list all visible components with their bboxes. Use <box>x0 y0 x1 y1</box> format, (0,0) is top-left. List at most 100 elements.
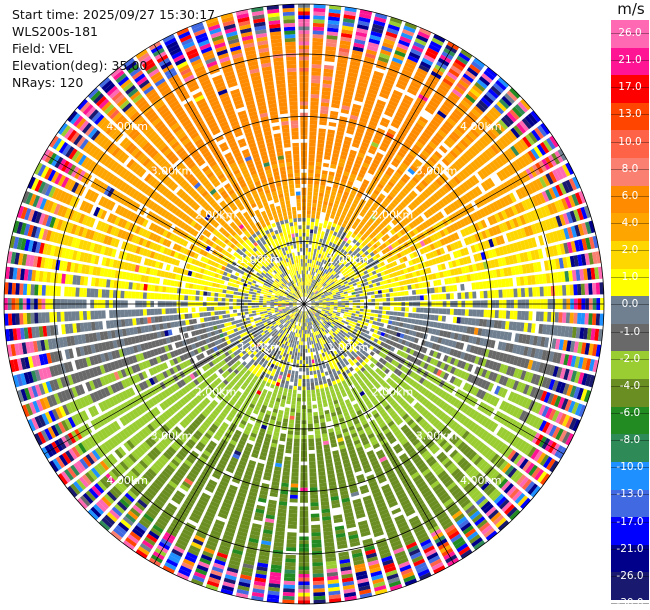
velocity-gate <box>292 393 297 398</box>
velocity-gate <box>354 288 359 292</box>
velocity-gate <box>370 81 381 88</box>
velocity-gate <box>510 145 520 157</box>
velocity-gate <box>509 288 514 298</box>
velocity-gate <box>410 265 416 272</box>
velocity-gate <box>467 236 474 245</box>
velocity-gate <box>398 179 406 187</box>
velocity-gate <box>433 166 442 175</box>
velocity-gate <box>517 288 522 298</box>
velocity-gate <box>353 199 359 205</box>
velocity-gate <box>347 71 358 78</box>
velocity-gate <box>475 210 483 219</box>
velocity-gate <box>313 588 325 593</box>
velocity-gate <box>362 138 371 145</box>
velocity-gate <box>317 135 326 141</box>
velocity-gate <box>320 293 325 296</box>
velocity-gate <box>318 299 323 302</box>
velocity-gate <box>584 253 591 266</box>
velocity-gate <box>425 219 432 227</box>
velocity-gate <box>340 36 352 42</box>
velocity-gate <box>357 124 366 131</box>
velocity-gate <box>516 241 523 252</box>
velocity-gate <box>402 323 408 328</box>
velocity-gate <box>335 274 340 279</box>
velocity-gate <box>324 151 332 157</box>
velocity-gate <box>305 285 307 290</box>
velocity-gate <box>498 137 509 148</box>
velocity-gate <box>392 331 398 336</box>
velocity-gate <box>372 255 378 261</box>
velocity-gate <box>360 113 370 120</box>
velocity-gate <box>516 276 521 286</box>
velocity-gate <box>438 293 443 300</box>
velocity-gate <box>420 61 432 70</box>
velocity-gate <box>374 290 379 295</box>
velocity-gate <box>366 45 379 52</box>
velocity-gate <box>551 186 560 198</box>
velocity-gate <box>290 377 294 383</box>
velocity-gate <box>306 293 309 298</box>
velocity-gate <box>534 249 540 260</box>
velocity-gate <box>380 213 387 220</box>
velocity-gate <box>314 245 318 250</box>
velocity-gate <box>492 201 500 211</box>
velocity-gate <box>346 239 352 245</box>
velocity-gate <box>351 202 358 209</box>
velocity-gate <box>310 513 320 518</box>
velocity-gate <box>556 229 563 242</box>
velocity-gate <box>539 286 544 297</box>
velocity-gate <box>540 122 551 135</box>
velocity-gate <box>385 310 390 315</box>
velocity-gate <box>328 121 337 127</box>
velocity-gate <box>318 306 323 308</box>
velocity-gate <box>420 275 426 282</box>
velocity-gate <box>538 323 544 334</box>
velocity-gate <box>316 354 320 359</box>
velocity-gate <box>518 156 527 168</box>
velocity-gate <box>328 272 333 277</box>
velocity-gate <box>514 333 520 343</box>
velocity-gate <box>591 251 598 265</box>
velocity-gate <box>315 286 319 290</box>
velocity-gate <box>439 229 446 237</box>
velocity-gate <box>434 287 439 293</box>
velocity-gate <box>399 250 406 257</box>
velocity-gate <box>402 98 412 106</box>
velocity-gate <box>318 289 322 293</box>
velocity-gate <box>383 38 396 46</box>
velocity-gate <box>308 274 311 279</box>
velocity-gate <box>462 73 474 83</box>
velocity-gate <box>361 208 368 215</box>
velocity-gate <box>456 186 465 195</box>
velocity-gate <box>484 329 490 338</box>
velocity-gate <box>348 267 354 272</box>
velocity-gate <box>426 267 432 274</box>
velocity-gate <box>343 291 348 295</box>
velocity-gate <box>371 27 384 34</box>
velocity-gate <box>322 255 327 260</box>
velocity-gate <box>315 291 319 295</box>
velocity-gate <box>436 322 442 329</box>
velocity-gate <box>413 143 422 152</box>
velocity-gate <box>369 145 378 152</box>
velocity-gate <box>326 34 338 40</box>
velocity-gate <box>477 242 484 251</box>
velocity-gate <box>389 64 401 72</box>
velocity-gate <box>289 494 298 499</box>
velocity-gate <box>431 273 437 280</box>
velocity-gate <box>451 88 463 98</box>
velocity-gate <box>358 287 363 291</box>
velocity-gate <box>323 68 334 74</box>
velocity-gate <box>530 275 536 285</box>
velocity-gate <box>477 170 486 180</box>
velocity-gate <box>327 283 332 287</box>
velocity-gate <box>308 295 312 299</box>
velocity-gate <box>295 370 299 375</box>
velocity-gate <box>437 337 443 344</box>
velocity-gate <box>359 185 366 192</box>
velocity-gate <box>428 44 441 53</box>
velocity-gate <box>337 297 342 300</box>
velocity-gate <box>325 295 330 298</box>
velocity-gate <box>389 201 397 209</box>
velocity-gate <box>467 163 476 173</box>
